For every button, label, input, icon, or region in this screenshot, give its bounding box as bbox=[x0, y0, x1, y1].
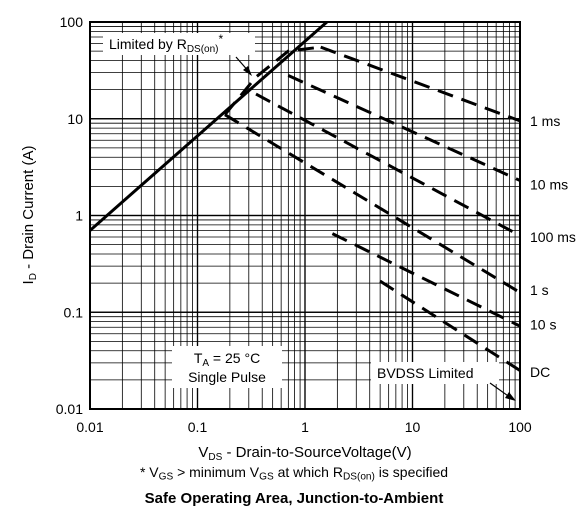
footnote-sub1: GS bbox=[159, 472, 174, 483]
curve-label: DC bbox=[530, 364, 550, 380]
curve-dc bbox=[380, 281, 520, 370]
y-tick-label: 0.1 bbox=[64, 304, 84, 320]
x-tick-label: 1 bbox=[301, 419, 309, 435]
bvdss-annotation-arrowhead bbox=[505, 392, 516, 401]
x-axis-label-sub: DS bbox=[208, 452, 222, 463]
x-axis-label-rest: - Drain-to-SourceVoltage(V) bbox=[222, 444, 411, 461]
y-axis-label-sub: D bbox=[28, 273, 39, 280]
footnote-mid1: > minimum V bbox=[173, 464, 259, 480]
rdson-annotation-suffix: * bbox=[219, 32, 224, 46]
footnote-sub3: DS(on) bbox=[343, 472, 375, 483]
rdson-annotation-arrowhead bbox=[243, 66, 252, 76]
footnote: * VGS > minimum VGS at which RDS(on) is … bbox=[0, 464, 588, 483]
x-tick-labels: 0.01 0.1 1 10 100 bbox=[76, 419, 532, 435]
curve-label: 1 ms bbox=[530, 113, 560, 129]
y-tick-labels: 100 10 1 0.1 0.01 bbox=[56, 14, 83, 417]
y-tick-label: 1 bbox=[75, 208, 83, 224]
x-tick-label: 0.1 bbox=[188, 419, 208, 435]
bvdss-annotation: BVDSS Limited bbox=[377, 365, 473, 381]
rdson-annotation-sub: DS(on) bbox=[187, 44, 219, 55]
y-tick-label: 100 bbox=[60, 14, 84, 30]
ta-annotation-rest: = 25 °C bbox=[209, 350, 260, 366]
y-axis-label-rest: - Drain Current (A) bbox=[20, 146, 37, 274]
y-tick-label: 10 bbox=[67, 111, 83, 127]
rdson-annotation-text: Limited by R bbox=[109, 36, 187, 52]
curve-labels: 1 ms 10 ms 100 ms 1 s 10 s DC bbox=[530, 113, 576, 380]
footnote-sub2: GS bbox=[259, 472, 274, 483]
grid-lines bbox=[90, 22, 520, 409]
footnote-prefix: * V bbox=[140, 464, 159, 480]
y-axis-label: ID - Drain Current (A) bbox=[20, 146, 39, 285]
curve-label: 100 ms bbox=[530, 229, 576, 245]
curve-label: 10 s bbox=[530, 316, 556, 332]
footnote-suffix: is specified bbox=[375, 464, 448, 480]
curve-label: 10 ms bbox=[530, 176, 568, 192]
curve-100-ms bbox=[256, 94, 520, 236]
curve-1-ms bbox=[321, 47, 520, 121]
ta-annotation-line2: Single Pulse bbox=[188, 369, 266, 385]
footnote-mid2: at which R bbox=[274, 464, 343, 480]
chart-title: Safe Operating Area, Junction-to-Ambient bbox=[0, 490, 588, 507]
x-tick-label: 10 bbox=[405, 419, 421, 435]
x-tick-label: 100 bbox=[508, 419, 532, 435]
x-axis-label: VDS - Drain-to-SourceVoltage(V) bbox=[198, 444, 411, 463]
y-tick-label: 0.01 bbox=[56, 401, 83, 417]
x-axis-label-main: V bbox=[198, 444, 208, 461]
x-tick-label: 0.01 bbox=[76, 419, 103, 435]
curve-label: 1 s bbox=[530, 282, 549, 298]
